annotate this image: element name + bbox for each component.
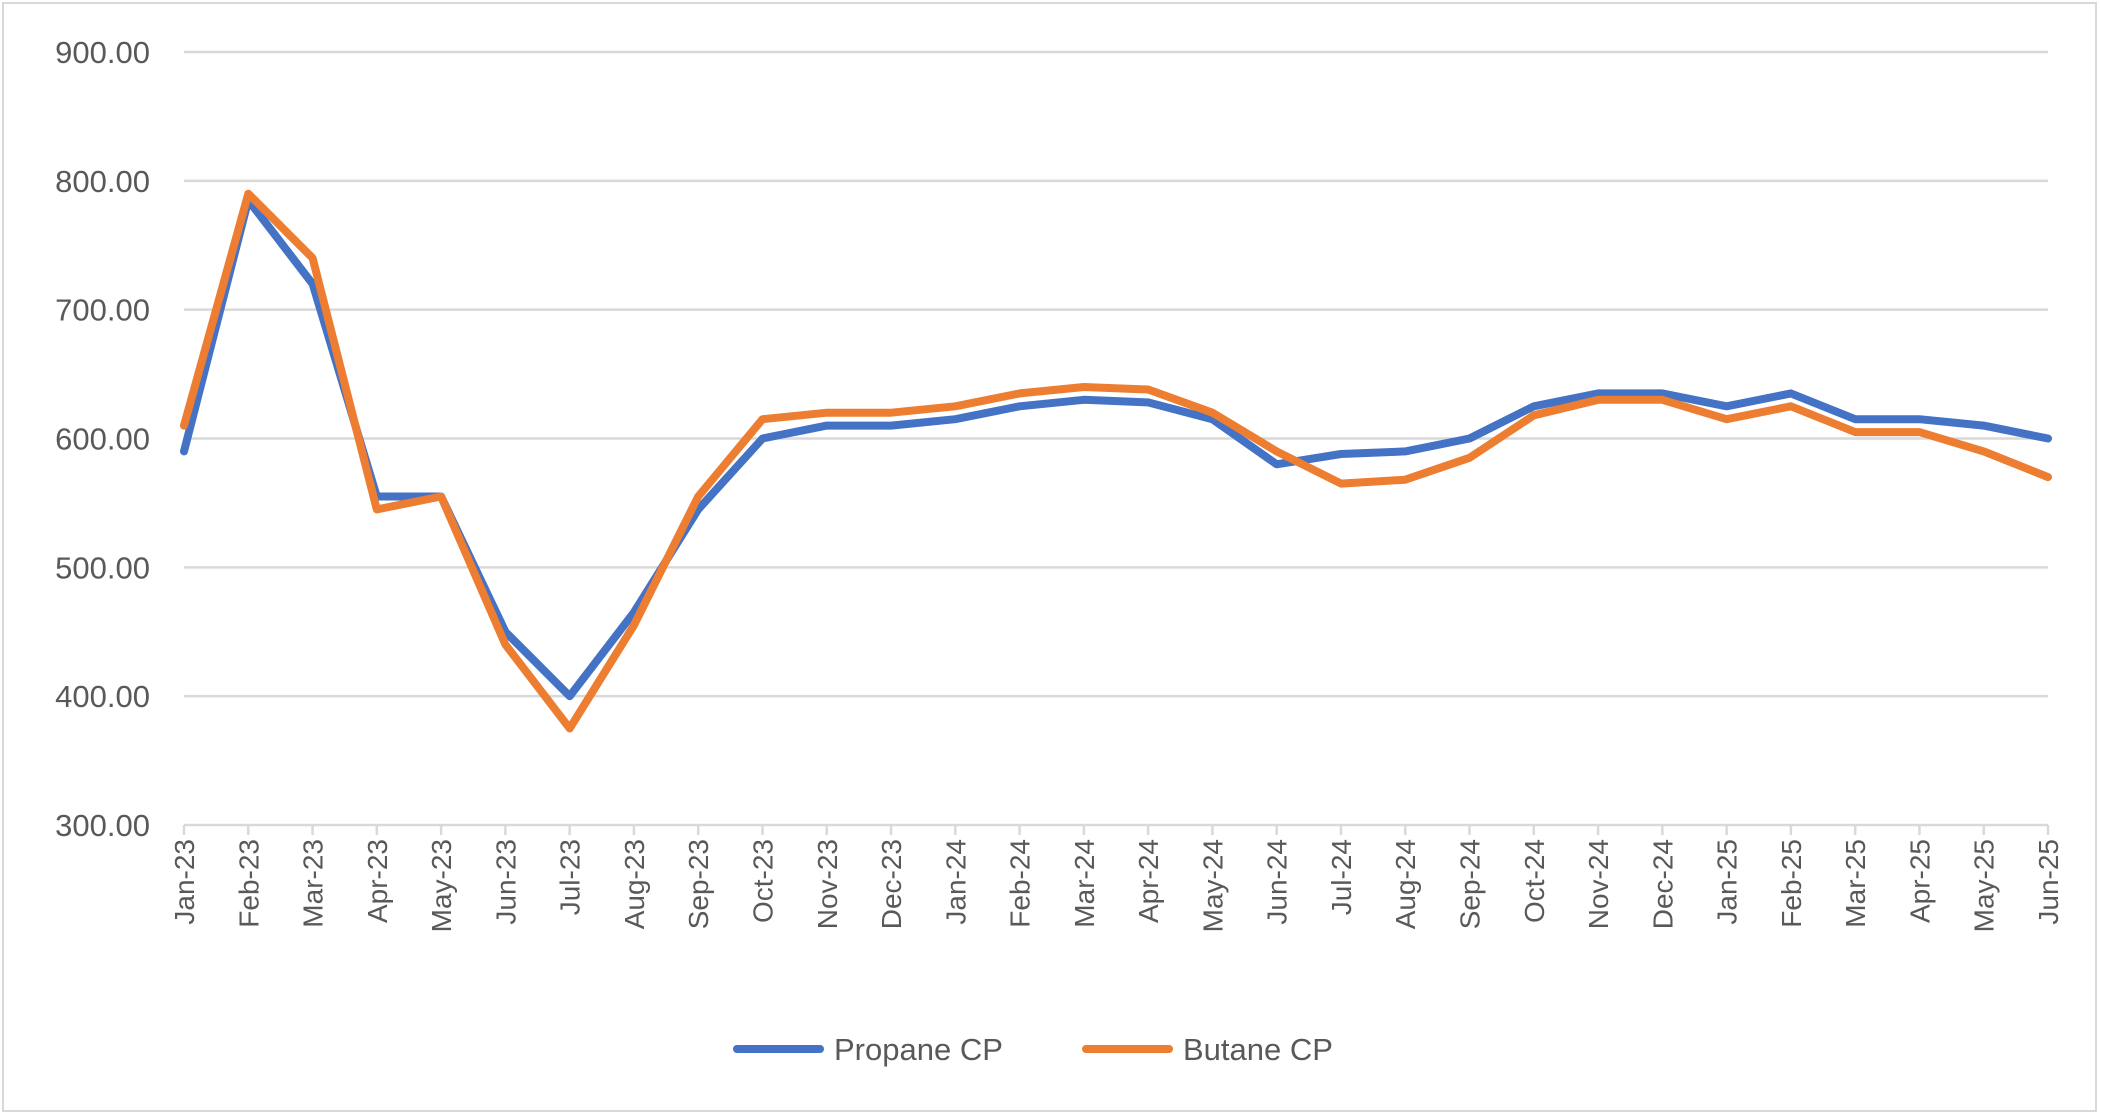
x-tick-label: Mar-23: [298, 839, 329, 928]
legend-label-butane: Butane CP: [1183, 1032, 1333, 1067]
x-tick-label: Mar-25: [1840, 839, 1871, 928]
x-tick-label: Jan-24: [940, 839, 971, 925]
x-tick-label: Sep-24: [1455, 839, 1486, 929]
y-axis: 300.00 400.00 500.00 600.00 700.00 800.00 900.…: [55, 35, 150, 843]
x-tick-label: May-25: [1969, 839, 2000, 932]
x-tick-label: Mar-24: [1069, 839, 1100, 928]
y-tick-label: 300.00: [55, 808, 150, 843]
y-tick-label: 800.00: [55, 164, 150, 199]
series-line-propane: [180, 196, 2052, 701]
y-tick-label: 700.00: [55, 293, 150, 328]
x-tick-label: Feb-25: [1776, 839, 1807, 928]
x-tick-label: Jun-23: [490, 839, 521, 925]
x-tick-label: Jul-24: [1326, 839, 1357, 915]
x-tick-label: Sep-23: [683, 839, 714, 929]
x-tick-label: Aug-23: [619, 839, 650, 929]
x-tick-label: Feb-24: [1005, 839, 1036, 928]
series-lines: [180, 189, 2052, 733]
x-tick-label: May-23: [426, 839, 457, 932]
x-tick-label: Apr-23: [362, 839, 393, 923]
y-tick-label: 600.00: [55, 422, 150, 457]
x-tick-label: Oct-23: [747, 839, 778, 923]
x-tick-label: Jun-25: [2033, 839, 2064, 925]
x-tick-label: Apr-24: [1133, 839, 1164, 923]
x-tick-label: Jan-25: [1712, 839, 1743, 925]
x-tick-label: Jan-23: [169, 839, 200, 925]
x-axis: Jan-23 Feb-23 Mar-23 Apr-23 May-23 Jun-23 Jul-…: [169, 823, 2064, 932]
x-tick-label: Oct-24: [1519, 839, 1550, 923]
x-tick-label: Jul-23: [555, 839, 586, 915]
x-tick-label: Jun-24: [1262, 839, 1293, 925]
y-tick-label: 400.00: [55, 679, 150, 714]
series-line-butane: [180, 189, 2052, 733]
x-tick-label: Aug-24: [1390, 839, 1421, 929]
y-tick-label: 500.00: [55, 550, 150, 585]
x-tick-label: Nov-23: [812, 839, 843, 929]
legend-label-propane: Propane CP: [834, 1032, 1003, 1067]
x-tick-label: May-24: [1197, 839, 1228, 932]
x-tick-label: Dec-24: [1647, 839, 1678, 929]
x-tick-label: Feb-23: [233, 839, 264, 928]
x-tick-label: Apr-25: [1904, 839, 1935, 923]
x-tick-label: Dec-23: [876, 839, 907, 929]
x-tick-label: Nov-24: [1583, 839, 1614, 929]
y-tick-label: 900.00: [55, 35, 150, 70]
gridlines: [184, 50, 2048, 698]
legend: Propane CP Butane CP: [733, 1032, 1333, 1067]
